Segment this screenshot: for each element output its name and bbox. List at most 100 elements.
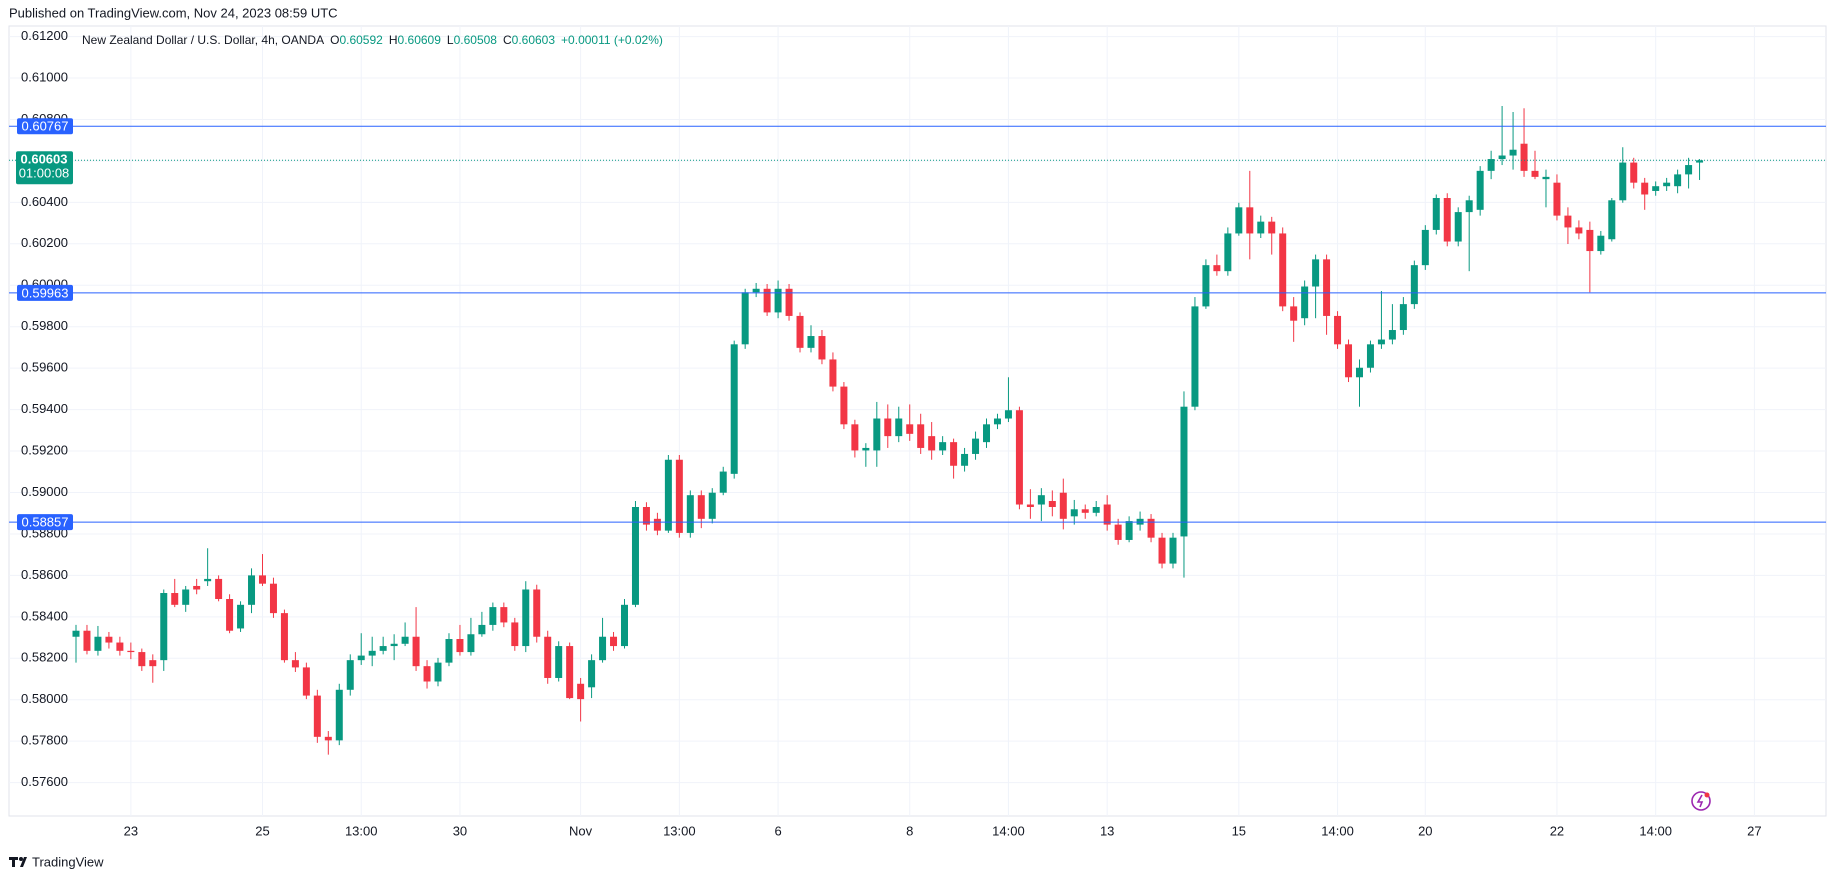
x-tick-label: 13:00 [663,823,696,838]
x-tick-label: 27 [1747,823,1761,838]
candle-body [357,655,365,661]
candle-body [1059,492,1067,519]
candle-body [467,634,475,653]
y-tick-label: 0.59200 [21,442,68,457]
level-label-box [17,284,73,301]
plot-layer: 23 25 13:00 30 Nov 13:00 6 8 14:00 13 15 14:00 20 22 1… [9,26,1826,838]
candle-body [1334,315,1342,345]
x-tick-label: 22 [1550,823,1564,838]
legend-value: 0.60609 [397,33,441,47]
x-tick-label: 14:00 [1639,823,1672,838]
candle-body [1323,259,1331,316]
level-label-box [17,118,73,135]
candle-body [1268,221,1276,234]
y-tick-label: 0.58600 [21,567,68,582]
plot-frame [8,25,1827,817]
legend-value: 0.60603 [511,33,556,47]
candle-body [533,589,541,637]
last-price-box [16,151,73,185]
candle-body [335,689,343,741]
candle-body [1103,504,1111,525]
x-tick-label: 13:00 [345,823,378,838]
y-tick-label: 0.57600 [21,774,68,789]
candle-body [1037,495,1045,505]
candle-body [1169,537,1177,564]
level-label: 0.59963 [22,285,69,300]
candle-body [1674,174,1682,187]
candle-body [763,288,771,313]
x-tick-label: 8 [906,823,913,838]
y-tick-label: 0.59600 [21,360,68,375]
y-tick-label: 0.59400 [21,401,68,416]
candle-body [434,662,442,682]
y-tick-label: 0.58400 [21,608,68,623]
candle-body [1685,165,1693,175]
y-tick-label: 0.59800 [21,318,68,333]
candle-body [1235,207,1243,234]
y-tick-label: 0.58000 [21,691,68,706]
candle-body [983,424,991,443]
candle-body [1257,221,1265,234]
candle-body [599,636,607,661]
candle-body [588,660,596,688]
candle-body [686,495,694,533]
level-label: 0.60767 [22,119,69,134]
candle-body [1586,229,1594,252]
candle-body [138,652,146,667]
candle-body [961,453,969,466]
candle-body [1213,265,1221,272]
x-tick-label: 15 [1232,823,1246,838]
candle-body [280,613,288,661]
candle-body [675,459,683,533]
legend-change: +0.00011 (+0.02%) [561,33,663,47]
candle-body [928,436,936,451]
candle-body [1301,286,1309,319]
candle-body [1366,344,1374,368]
candle-body [1224,233,1232,272]
candle-body [719,471,727,493]
candle-body [577,683,585,700]
candle-body [708,492,716,519]
candle-body [939,442,947,451]
candle-body [730,344,738,474]
y-tick-label: 0.61000 [21,69,68,84]
candle-body [950,442,958,466]
candle-body [1377,339,1385,345]
footer-logo [9,857,27,867]
candle-body [1575,227,1583,234]
candle-body [610,636,618,647]
candle-body [851,424,859,451]
candle-body [511,622,519,647]
candle-body [1081,509,1089,513]
candle-body [1048,500,1056,508]
candle-body [269,583,277,614]
candle-body [664,459,672,531]
candle-body [1399,304,1407,331]
candle-body [1531,170,1539,177]
x-tick-label: 25 [255,823,269,838]
candle-body [105,636,113,643]
candle-body [182,589,190,605]
candle-body [456,639,464,653]
x-tick-label: 30 [453,823,467,838]
candle-body [1619,162,1627,201]
y-tick-label: 0.60200 [21,235,68,250]
symbol-title: New Zealand Dollar / U.S. Dollar, 4h, OA… [82,33,324,47]
candle-body [258,575,266,584]
candle-body [1696,160,1704,163]
candle-body [566,646,574,699]
candle-body [215,578,223,600]
candle-body [752,288,760,293]
candle-body [906,424,914,434]
candle-body [1114,524,1122,540]
candle-body [895,418,903,437]
x-tick-label: 14:00 [1321,823,1354,838]
candle-body [248,575,256,605]
candle-body [807,336,815,348]
candle-body [379,646,387,651]
symbol-legend: New Zealand Dollar / U.S. Dollar, 4h, OA… [82,33,669,47]
x-tick-label: 14:00 [992,823,1025,838]
published-note: Published on TradingView.com, Nov 24, 20… [9,5,338,20]
